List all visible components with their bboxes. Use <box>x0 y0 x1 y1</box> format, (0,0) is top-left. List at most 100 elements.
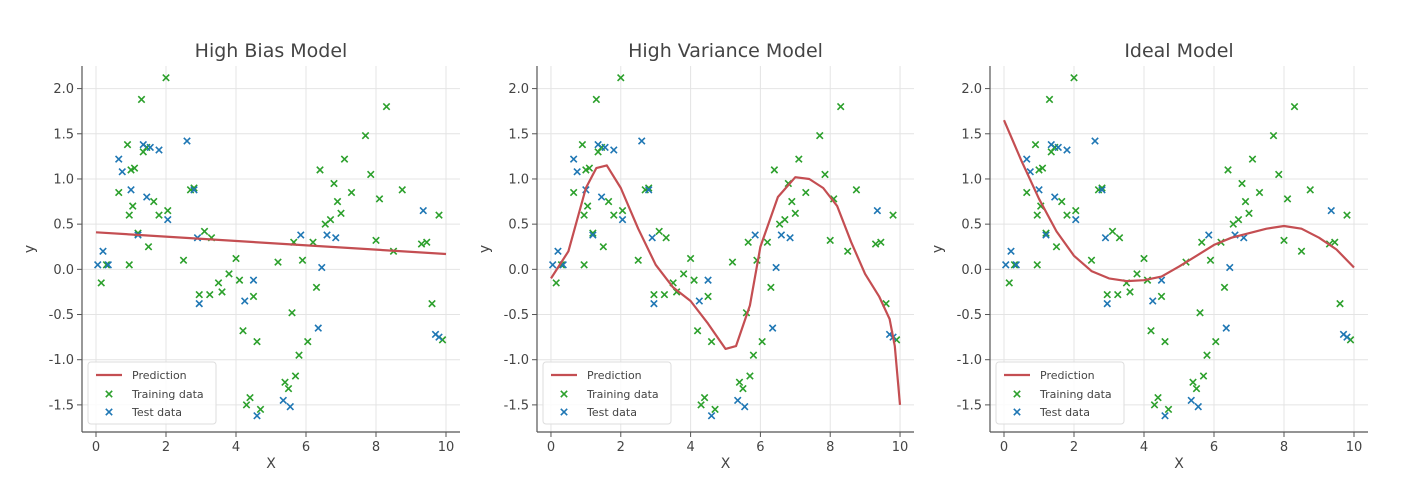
training-point <box>693 327 702 335</box>
test-point <box>873 206 882 215</box>
test-point <box>118 167 127 176</box>
legend-training-swatch <box>560 390 568 398</box>
test-point <box>93 261 102 269</box>
x-tick-label: 6 <box>1210 440 1218 455</box>
test-point <box>435 333 443 341</box>
test-point <box>314 324 323 332</box>
training-point <box>604 197 613 206</box>
training-point <box>739 384 747 393</box>
training-point <box>97 279 106 287</box>
test-point <box>99 247 107 256</box>
legend-training-label: Training data <box>131 388 204 401</box>
training-point <box>130 164 139 172</box>
training-point <box>398 186 407 194</box>
training-point <box>1070 73 1078 82</box>
training-point <box>155 211 163 219</box>
training-point <box>242 401 251 409</box>
training-point <box>1283 195 1292 203</box>
x-tick-label: 10 <box>1346 440 1363 455</box>
x-tick-label: 2 <box>162 440 170 455</box>
training-point <box>1241 197 1250 206</box>
training-point <box>316 166 324 174</box>
training-point <box>239 327 247 335</box>
training-point <box>435 211 443 219</box>
training-point <box>312 283 321 292</box>
training-point <box>704 292 712 301</box>
y-axis-label: y <box>930 245 946 253</box>
training-point <box>253 337 261 346</box>
training-point <box>1157 292 1166 301</box>
training-point <box>1150 401 1159 409</box>
test-point <box>1047 140 1056 149</box>
training-point <box>123 140 132 149</box>
test-point <box>1194 402 1203 411</box>
y-tick-label: -1.5 <box>49 398 74 413</box>
legend-training-swatch <box>105 390 113 398</box>
training-point <box>707 337 716 346</box>
training-point <box>580 261 588 269</box>
test-point <box>704 276 712 284</box>
test-point <box>786 233 794 242</box>
test-point <box>155 146 163 154</box>
x-tick-label: 2 <box>1070 440 1078 455</box>
training-point <box>125 211 134 219</box>
training-point <box>781 215 789 224</box>
training-point <box>284 384 293 393</box>
training-point <box>788 197 796 206</box>
training-point <box>829 195 838 203</box>
legend-training-label: Training data <box>1039 388 1112 401</box>
legend-box <box>995 361 1125 425</box>
y-tick-label: 0.5 <box>53 218 74 233</box>
chart-title: High Bias Model <box>195 40 348 62</box>
test-point <box>114 155 123 163</box>
training-point <box>1147 327 1155 335</box>
training-point <box>102 261 111 269</box>
training-point <box>1297 247 1306 256</box>
training-point <box>114 188 123 197</box>
test-point <box>190 186 198 194</box>
chart-title: Ideal Model <box>1124 40 1233 62</box>
test-point <box>1042 231 1050 239</box>
training-point <box>288 308 296 317</box>
training-point <box>836 102 845 111</box>
legend-test-label: Test data <box>131 406 182 419</box>
test-point <box>1204 231 1213 239</box>
training-point <box>758 337 766 346</box>
training-point <box>291 372 300 380</box>
training-point <box>428 299 436 308</box>
training-point <box>1330 238 1339 246</box>
training-point <box>795 155 803 163</box>
training-point <box>179 256 188 265</box>
prediction-line <box>1002 119 1355 283</box>
training-point <box>375 195 384 203</box>
training-point <box>163 206 172 215</box>
test-point <box>146 143 155 152</box>
y-tick-label: -1.0 <box>957 353 982 368</box>
y-tick-label: 0.5 <box>508 218 529 233</box>
legend-training-label: Training data <box>586 388 659 401</box>
test-point <box>249 276 258 284</box>
x-axis-label: X <box>1174 456 1184 472</box>
legend-test-swatch <box>1013 408 1021 416</box>
training-point <box>634 256 642 265</box>
test-point <box>601 143 609 152</box>
training-point <box>1238 179 1246 188</box>
legend-box <box>87 361 217 425</box>
test-point <box>296 231 305 239</box>
test-point <box>142 193 151 201</box>
training-point <box>711 405 719 414</box>
training-point <box>1033 211 1042 219</box>
training-point <box>1108 227 1117 236</box>
training-point <box>330 179 338 188</box>
x-axis-label: X <box>721 456 731 472</box>
test-point <box>1007 247 1015 256</box>
training-point <box>1126 288 1134 296</box>
training-point <box>340 155 349 163</box>
training-point <box>235 276 244 284</box>
test-point <box>573 167 581 176</box>
training-point <box>333 197 342 206</box>
test-point <box>733 396 742 405</box>
training-point <box>232 254 240 263</box>
training-point <box>592 95 601 104</box>
chart-panel-1: 0 2 4 6 8 10 -1.5 -1.0 -0.5 0.0 0.5 1.0 1.5 2.0 High B… <box>22 40 460 472</box>
